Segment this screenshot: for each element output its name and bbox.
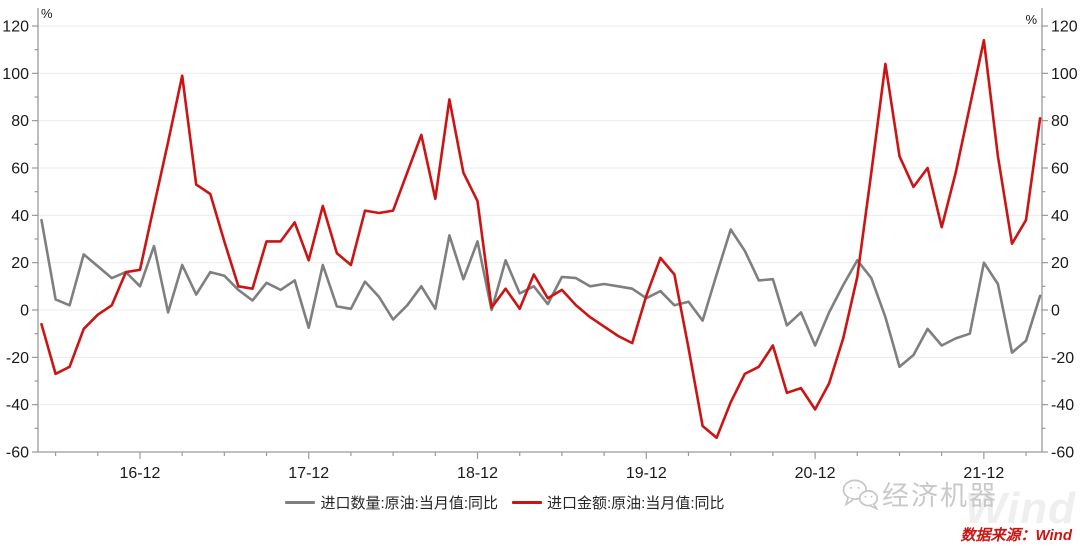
y-unit-left: % <box>41 6 53 21</box>
y-axis-label-right: 100 <box>1051 66 1078 83</box>
value-line-swatch <box>512 501 542 504</box>
y-axis-label-left: 60 <box>11 161 29 178</box>
x-axis-label: 19-12 <box>626 465 667 482</box>
value-series-line <box>40 38 1042 440</box>
legend-item-volume[interactable]: 进口数量:原油:当月值:同比 <box>285 492 498 513</box>
y-axis-label-left: 0 <box>20 303 29 320</box>
line-chart: -60 -60 -40 -40 -20 -20 0 0 20 20 40 40 60 60 80 80 100 1… <box>2 6 1078 482</box>
data-source-note: 数据来源：Wind <box>960 527 1072 544</box>
x-axis-label: 20-12 <box>795 465 836 482</box>
wechat-icon <box>842 479 879 510</box>
y-axis-label-left: 80 <box>11 113 29 130</box>
x-axis-label: 17-12 <box>288 465 329 482</box>
y-axis-label-left: 40 <box>11 208 29 225</box>
legend: 进口数量:原油:当月值:同比 进口金额:原油:当月值:同比 <box>0 492 1010 513</box>
y-axis-label-right: 80 <box>1051 113 1069 130</box>
y-axis-label-left: 100 <box>2 66 29 83</box>
legend-label-volume: 进口数量:原油:当月值:同比 <box>320 495 498 512</box>
y-axis-label-left: 20 <box>11 255 29 272</box>
y-axis-label-right: -20 <box>1051 350 1074 367</box>
y-axis-label-right: 40 <box>1051 208 1069 225</box>
y-axis-label-right: 120 <box>1051 19 1078 36</box>
y-axis-label-right: 0 <box>1051 303 1060 320</box>
x-axis-label: 18-12 <box>457 465 498 482</box>
volume-line-swatch <box>285 501 316 504</box>
y-axis-label-left: -20 <box>6 350 29 367</box>
volume-series-line <box>40 218 1042 369</box>
y-axis-label-right: 60 <box>1051 161 1069 178</box>
y-axis-label-left: -60 <box>6 445 29 462</box>
legend-item-value[interactable]: 进口金额:原油:当月值:同比 <box>512 492 725 513</box>
watermark: Wind 经济机器 <box>841 468 1076 540</box>
y-axis-label-left: -40 <box>6 397 29 414</box>
brand-watermark-text: 经济机器 <box>882 481 998 511</box>
y-axis-label-right: -40 <box>1051 397 1074 414</box>
y-axis-label-left: 120 <box>2 19 29 36</box>
y-axis-label-right: 20 <box>1051 255 1069 272</box>
legend-label-value: 进口金额:原油:当月值:同比 <box>547 495 725 512</box>
x-axis-label: 21-12 <box>963 465 1004 482</box>
y-unit-right: % <box>1025 12 1037 27</box>
x-axis-label: 16-12 <box>119 465 160 482</box>
wind-watermark-text: Wind <box>964 484 1076 533</box>
y-axis-label-right: -60 <box>1051 445 1074 462</box>
